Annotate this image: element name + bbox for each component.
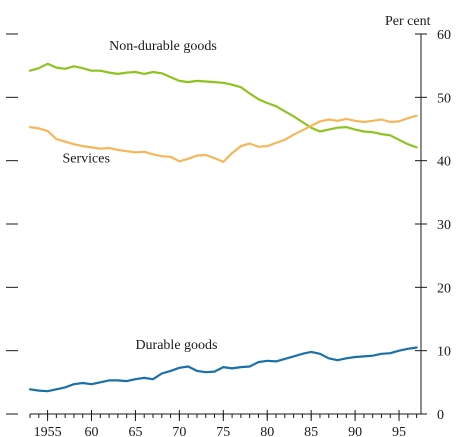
left-tick-marks xyxy=(6,33,18,415)
y-tick-label-10: 10 xyxy=(437,345,451,360)
x-tick-label-1985: 85 xyxy=(304,425,318,437)
x-tick-label-1990: 90 xyxy=(348,425,362,437)
y-tick-label-60: 60 xyxy=(437,28,451,43)
x-axis: 1955 60 65 70 75 80 85 90 95 xyxy=(29,410,418,437)
y-tick-label-0: 0 xyxy=(437,408,444,423)
x-tick-label-1980: 80 xyxy=(260,425,274,437)
y-tick-label-30: 30 xyxy=(437,218,451,233)
x-tick-label-1960: 60 xyxy=(85,425,99,437)
series-line-durable-goods xyxy=(28,346,418,393)
x-tick-label-1995: 95 xyxy=(392,425,406,437)
series-label-services: Services xyxy=(63,152,110,167)
series-labels: Non-durable goods Services Durable goods xyxy=(63,39,218,353)
x-tick-label-1965: 65 xyxy=(128,425,142,437)
x-tick-label-1975: 75 xyxy=(216,425,230,437)
right-y-axis: 0 10 20 30 40 50 60 xyxy=(415,28,451,423)
y-tick-label-20: 20 xyxy=(437,281,451,296)
series-lines xyxy=(28,62,418,393)
x-tick-label-1970: 70 xyxy=(172,425,186,437)
series-label-durable-goods: Durable goods xyxy=(135,338,217,353)
series-line-services xyxy=(28,114,418,163)
x-tick-label-1955: 1955 xyxy=(34,425,62,437)
unit-label: Per cent xyxy=(385,14,431,29)
series-line-non-durable-goods xyxy=(28,62,418,149)
y-tick-label-50: 50 xyxy=(437,91,451,106)
y-tick-label-40: 40 xyxy=(437,155,451,170)
series-label-non-durable-goods: Non-durable goods xyxy=(109,39,217,54)
